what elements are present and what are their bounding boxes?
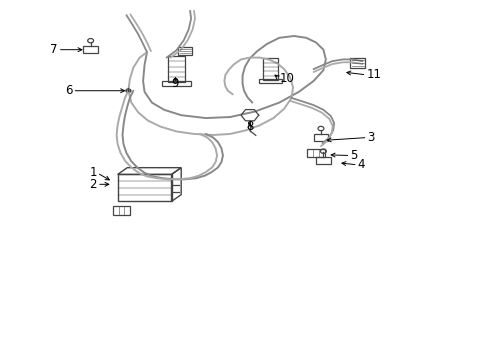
Bar bbox=[168, 56, 185, 82]
Bar bbox=[178, 47, 192, 55]
Text: 4: 4 bbox=[358, 158, 365, 171]
Text: 2: 2 bbox=[90, 178, 97, 191]
Bar bbox=[259, 79, 282, 83]
Text: 1: 1 bbox=[90, 166, 97, 179]
Text: 5: 5 bbox=[350, 149, 358, 162]
Text: 3: 3 bbox=[368, 131, 375, 144]
Bar bbox=[113, 206, 130, 215]
Circle shape bbox=[126, 89, 131, 93]
Bar bbox=[350, 58, 365, 68]
Text: 9: 9 bbox=[172, 77, 179, 90]
Text: 6: 6 bbox=[65, 84, 73, 97]
Bar bbox=[264, 58, 277, 80]
Text: 7: 7 bbox=[50, 43, 58, 56]
Bar bbox=[314, 134, 328, 141]
Text: 11: 11 bbox=[367, 68, 382, 81]
Text: 10: 10 bbox=[279, 72, 294, 85]
Text: 8: 8 bbox=[246, 120, 254, 132]
Bar bbox=[83, 46, 98, 53]
Bar bbox=[162, 81, 191, 86]
Bar bbox=[307, 149, 325, 157]
Bar bbox=[316, 157, 331, 164]
